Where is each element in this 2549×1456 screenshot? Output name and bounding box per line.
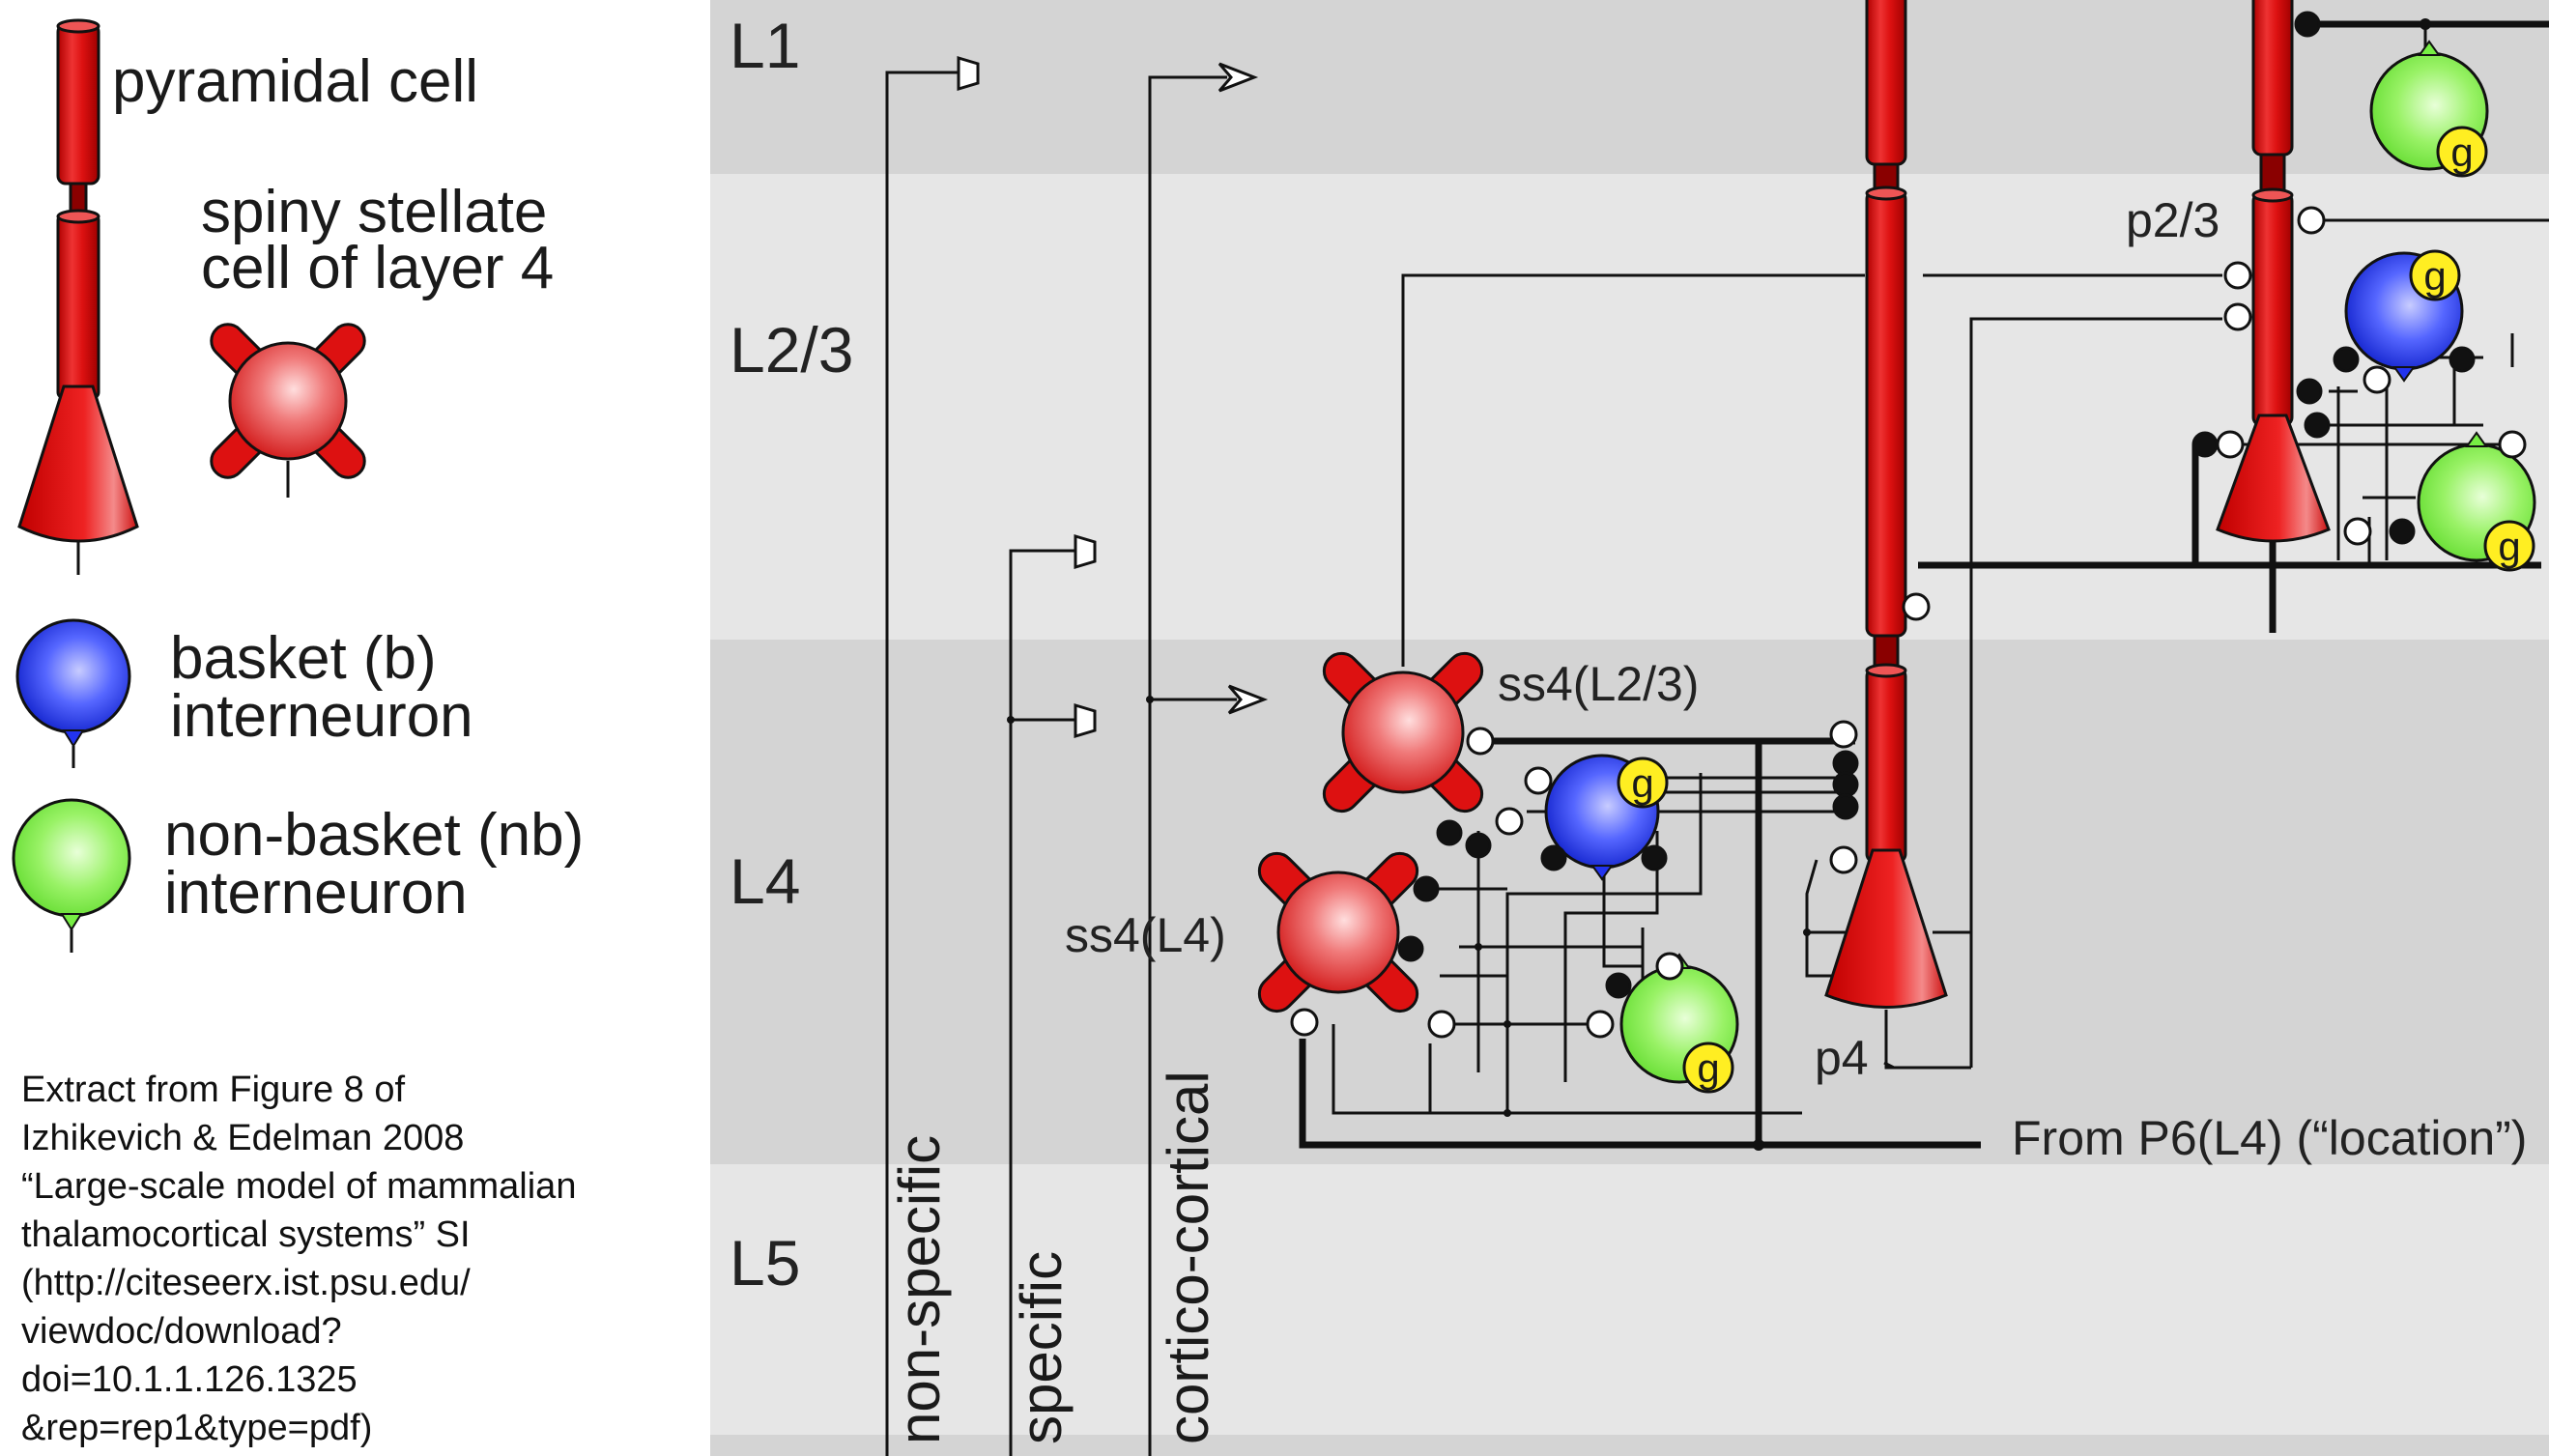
band-l4 [710,640,2549,1164]
layer-label-l1: L1 [730,10,800,81]
gate-badge: g [2483,520,2535,572]
gate-badges: g g g g g [1617,126,2535,1094]
legend-nonbasket-icon [12,798,131,953]
citation-line: &rep=rep1&type=pdf) [21,1408,372,1448]
label-p4: p4 [1815,1031,1869,1085]
input-label-corticocortical: cortico-cortical [1156,1071,1220,1444]
svg-text:g: g [1631,760,1653,806]
citation-line: thalamocortical systems” SI [21,1214,471,1255]
gate-badge: g [2436,126,2488,178]
input-label-specific: specific [1009,1251,1074,1444]
label-ss4-l4: ss4(L4) [1065,908,1226,962]
citation-line: (http://citeseerx.ist.psu.edu/ [21,1263,471,1303]
gate-badge: g [2409,249,2461,301]
svg-text:g: g [2498,524,2520,569]
citation-line: Extract from Figure 8 of [21,1070,405,1110]
legend-spiny-label-2: cell of layer 4 [201,235,554,301]
input-label-nonspecific: non-specific [887,1135,952,1444]
specific-terminal-l4 [1074,702,1097,739]
citation: Extract from Figure 8 of Izhikevich & Ed… [21,1070,576,1448]
legend-nonbasket-label-1: non-basket (nb) [164,802,584,869]
label-ss4-l23: ss4(L2/3) [1498,657,1699,711]
corticocortical-arrow-l4 [1227,684,1269,715]
layer-label-l4: L4 [730,845,800,917]
band-l5 [710,1164,2549,1435]
band-l6 [710,1435,2549,1456]
citation-line: Izhikevich & Edelman 2008 [21,1118,464,1158]
legend-spiny-label-1: spiny stellate [201,179,547,245]
legend-basket-label-1: basket (b) [170,625,437,692]
band-l1 [710,0,2549,174]
legend-basket-label-2: interneuron [170,683,473,750]
label-p23: p2/3 [2126,193,2220,247]
legend: pyramidal cell spiny stellate cell of la… [12,18,584,1448]
input-lines [885,55,1269,1456]
legend-pyramidal-icon [17,18,139,575]
spiny-stellate-ss4-l4 [1257,851,1419,1013]
gate-badge: g [1617,757,1669,809]
label-from-p6: From P6(L4) (“location”) [2012,1111,2527,1165]
specific-terminal-l23 [1074,533,1097,570]
pyramidal-cell-p23 [2216,0,2331,543]
legend-spiny-stellate-icon [210,323,366,498]
nonspecific-terminal [957,55,980,92]
legend-nonbasket-label-2: interneuron [164,860,468,927]
pyramidal-cell-p4 [1824,0,1948,1070]
layer-bands [710,0,2549,1456]
legend-pyramidal-label: pyramidal cell [112,48,478,115]
citation-line: doi=10.1.1.126.1325 [21,1359,358,1400]
svg-text:g: g [2450,129,2473,175]
specific-axon [1009,549,1075,1456]
svg-text:g: g [2423,253,2446,299]
citation-line: viewdoc/download? [21,1311,342,1352]
gate-badge: g [1682,1042,1734,1094]
nonspecific-axon [885,71,959,1456]
corticocortical-axon [1148,75,1227,1456]
legend-basket-icon [15,618,131,768]
layer-label-l5: L5 [730,1227,800,1299]
citation-line: “Large-scale model of mammalian [21,1166,576,1207]
svg-text:g: g [1697,1045,1719,1091]
layer-label-l23: L2/3 [730,314,853,385]
spiny-stellate-ss4-l23 [1322,651,1484,814]
corticocortical-arrow-l1 [1217,62,1259,93]
synapses [1290,11,2527,1039]
